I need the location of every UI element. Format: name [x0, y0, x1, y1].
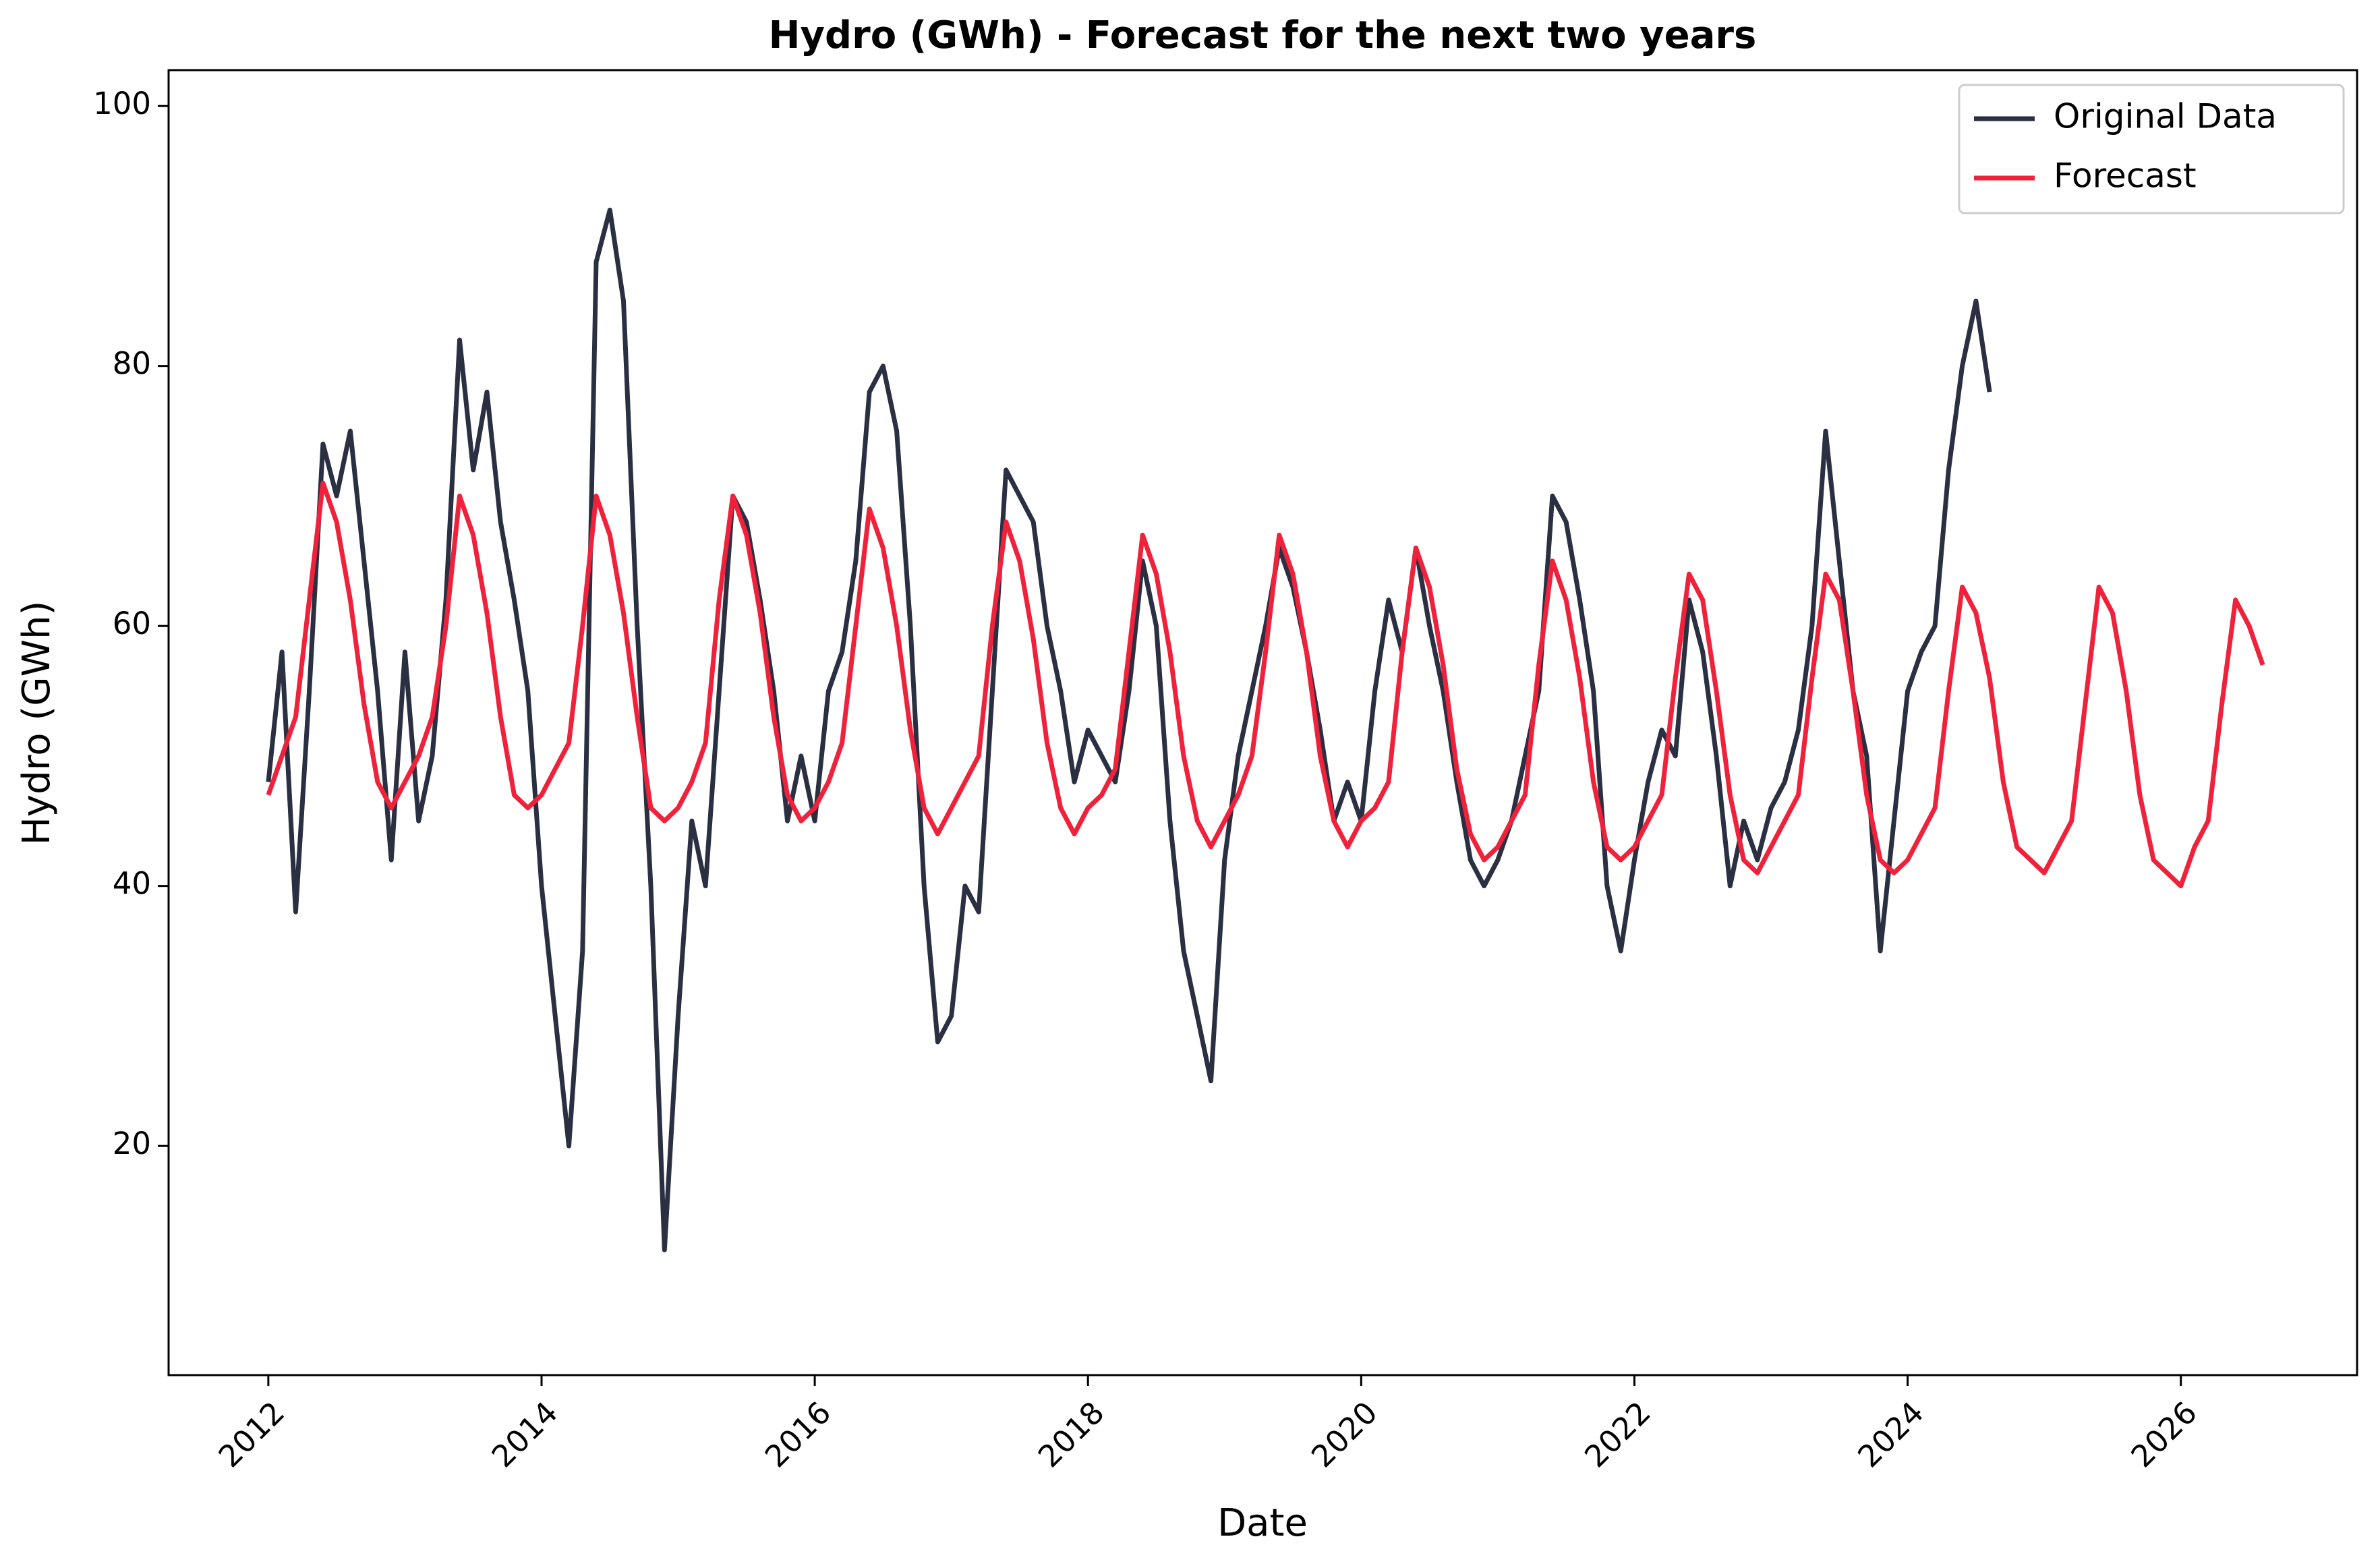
plot-frame [167, 69, 2358, 1376]
data-line [266, 480, 2265, 889]
data-line [266, 207, 1992, 1252]
x-axis-label: Date [1217, 1501, 1308, 1545]
chart-title: Hydro (GWh) - Forecast for the next two … [769, 13, 1757, 57]
y-tick-label: 100 [93, 86, 151, 121]
y-axis-label: Hydro (GWh) [15, 601, 59, 846]
legend-label: Original Data [2054, 97, 2277, 136]
y-tick-label: 20 [113, 1126, 151, 1161]
legend-box [1958, 84, 2345, 214]
y-tick-label: 40 [113, 866, 151, 902]
legend: Original Data Forecast [1958, 84, 2345, 214]
y-tick-label: 60 [113, 606, 151, 641]
legend-label: Forecast [2054, 156, 2197, 196]
y-tick-label: 80 [113, 346, 151, 382]
